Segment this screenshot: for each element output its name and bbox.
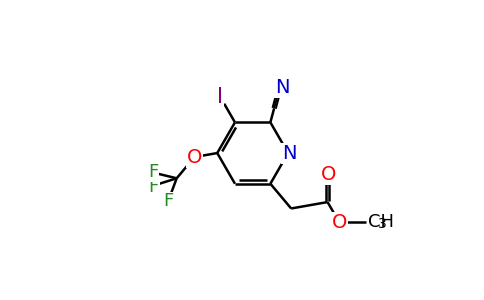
Text: F: F <box>148 163 158 181</box>
Text: I: I <box>217 87 223 107</box>
Text: O: O <box>320 165 336 184</box>
Text: O: O <box>332 213 347 232</box>
Text: F: F <box>163 192 173 210</box>
Text: N: N <box>275 78 290 97</box>
Text: F: F <box>149 178 159 196</box>
Text: O: O <box>187 148 202 166</box>
Text: CH: CH <box>368 213 393 231</box>
Text: 3: 3 <box>378 217 387 231</box>
Text: N: N <box>282 143 297 163</box>
